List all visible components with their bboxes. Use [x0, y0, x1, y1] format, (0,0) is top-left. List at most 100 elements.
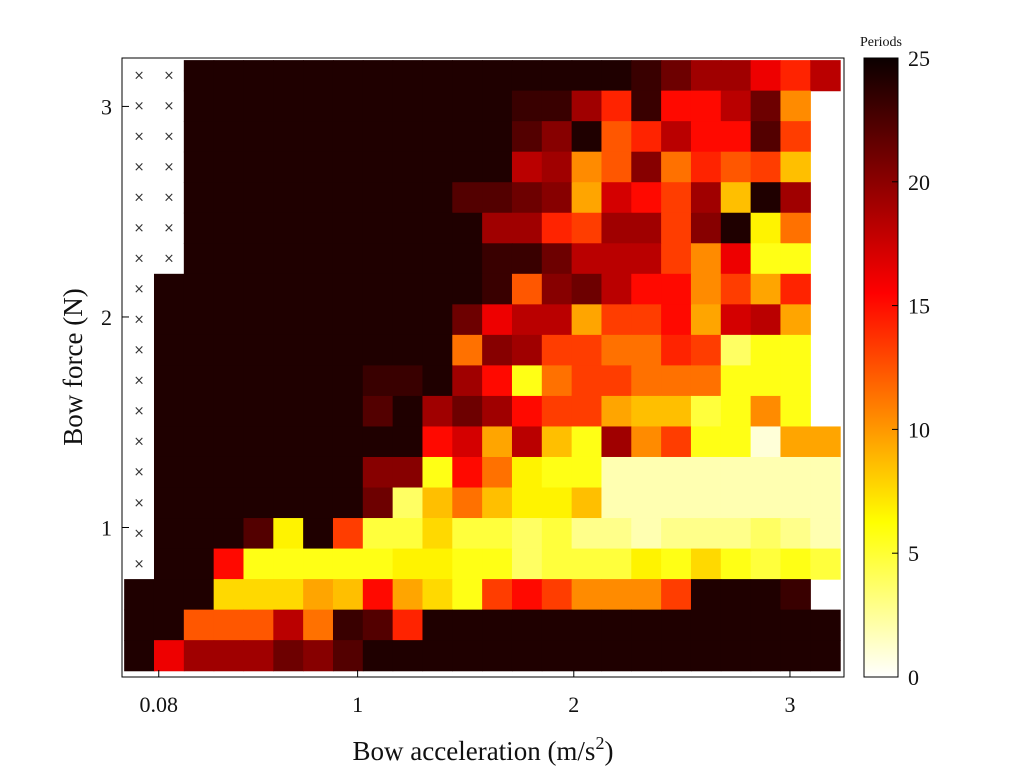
heatmap-cell [750, 609, 782, 641]
heatmap-cell [571, 121, 603, 153]
heatmap-cell [482, 151, 513, 183]
heatmap-cell [690, 395, 722, 428]
heatmap-cell [303, 518, 334, 550]
heatmap-cell [332, 182, 364, 214]
heatmap-cell [482, 60, 513, 92]
heatmap-cell [601, 548, 632, 580]
heatmap-cell [750, 60, 782, 92]
heatmap-cell [332, 243, 364, 275]
heatmap-cell [243, 426, 274, 458]
heatmap-cell [392, 182, 424, 214]
heatmap-cell [720, 90, 752, 122]
heatmap-cell [332, 90, 364, 122]
heatmap-cell [780, 487, 811, 519]
heatmap-cell [511, 90, 543, 122]
heatmap-cell [422, 334, 453, 366]
heatmap-cell [720, 456, 752, 489]
heatmap-cell [571, 365, 603, 397]
heatmap-cell [213, 426, 245, 458]
heatmap-cell [303, 304, 334, 336]
heatmap-cell [452, 90, 483, 122]
heatmap-cell [422, 243, 453, 275]
heatmap-cell [631, 640, 662, 672]
heatmap-cell [303, 609, 334, 641]
colorbar: Periods 0 5 10 15 20 25 [860, 35, 930, 690]
heatmap-cell [541, 365, 573, 397]
heatmap-cell [661, 609, 692, 641]
missing-markers: × × × × × × × × × × × × × × × × × × × × × × × × [134, 68, 175, 571]
heatmap-cell [183, 518, 215, 550]
heatmap-cell [631, 182, 662, 214]
heatmap-cell [332, 273, 364, 305]
heatmap-cell [213, 518, 245, 550]
heatmap-cell [452, 456, 483, 489]
heatmap-cell [183, 273, 215, 305]
heatmap-cell [422, 121, 453, 153]
heatmap-cell [601, 243, 632, 275]
heatmap-cell [511, 365, 543, 397]
heatmap-cell [720, 60, 752, 92]
heatmap-cell [273, 304, 304, 336]
heatmap-cell [422, 90, 453, 122]
heatmap-cell [482, 334, 513, 366]
heatmap-cell [631, 334, 662, 366]
x-tick-label: 1 [352, 692, 363, 717]
heatmap-cell [183, 90, 215, 122]
heatmap-cell [332, 395, 364, 428]
heatmap-cell [690, 456, 722, 489]
heatmap-cell [720, 334, 752, 366]
heatmap-cell [571, 640, 603, 672]
heatmap-cell [541, 426, 573, 458]
heatmap-cell [303, 334, 334, 366]
heatmap-cell [332, 365, 364, 397]
heatmap-cell [422, 151, 453, 183]
heatmap-cell [541, 548, 573, 580]
heatmap-cell [243, 518, 274, 550]
heatmap-cell [780, 212, 811, 244]
y-tick-label: 3 [101, 94, 112, 119]
heatmap-cell [303, 426, 334, 458]
y-tick-label: 1 [101, 516, 112, 541]
heatmap-cell [541, 579, 573, 611]
heatmap-cell [213, 365, 245, 397]
heatmap-cell [183, 334, 215, 366]
heatmap-cell [452, 609, 483, 641]
heatmap-cell [690, 212, 722, 244]
heatmap-cell [332, 151, 364, 183]
heatmap-cell [452, 426, 483, 458]
missing-marker: × [163, 252, 174, 267]
heatmap-cell [482, 212, 513, 244]
heatmap-cell [541, 487, 573, 519]
heatmap-cell [362, 640, 394, 672]
heatmap-cell [661, 90, 692, 122]
heatmap-cell [780, 640, 811, 672]
heatmap-cell [452, 243, 483, 275]
heatmap-cell [780, 334, 811, 366]
heatmap-cell [810, 456, 841, 489]
heatmap-cell [243, 456, 274, 489]
heatmap-cell [392, 304, 424, 336]
heatmap-cell [213, 548, 245, 580]
heatmap-cell [571, 395, 603, 428]
heatmap-cell [243, 212, 274, 244]
heatmap-cell [422, 640, 453, 672]
heatmap-cell [601, 151, 632, 183]
heatmap-cell [631, 243, 662, 275]
colorbar-tick-label: 15 [908, 294, 930, 319]
heatmap-cell [273, 456, 304, 489]
heatmap-cell [452, 182, 483, 214]
y-tick-label: 2 [101, 305, 112, 330]
heatmap-cell [422, 60, 453, 92]
heatmap-cell [571, 334, 603, 366]
heatmap-cell [452, 151, 483, 183]
heatmap-cell [541, 334, 573, 366]
heatmap-cell [482, 395, 513, 428]
heatmap-cell [601, 395, 632, 428]
heatmap-cell [511, 548, 543, 580]
heatmap-cell [153, 273, 185, 305]
heatmap-cell [690, 426, 722, 458]
heatmap-cell [183, 60, 215, 92]
heatmap-cell [303, 456, 334, 489]
heatmap-cell [332, 487, 364, 519]
heatmap-cell [511, 518, 543, 550]
